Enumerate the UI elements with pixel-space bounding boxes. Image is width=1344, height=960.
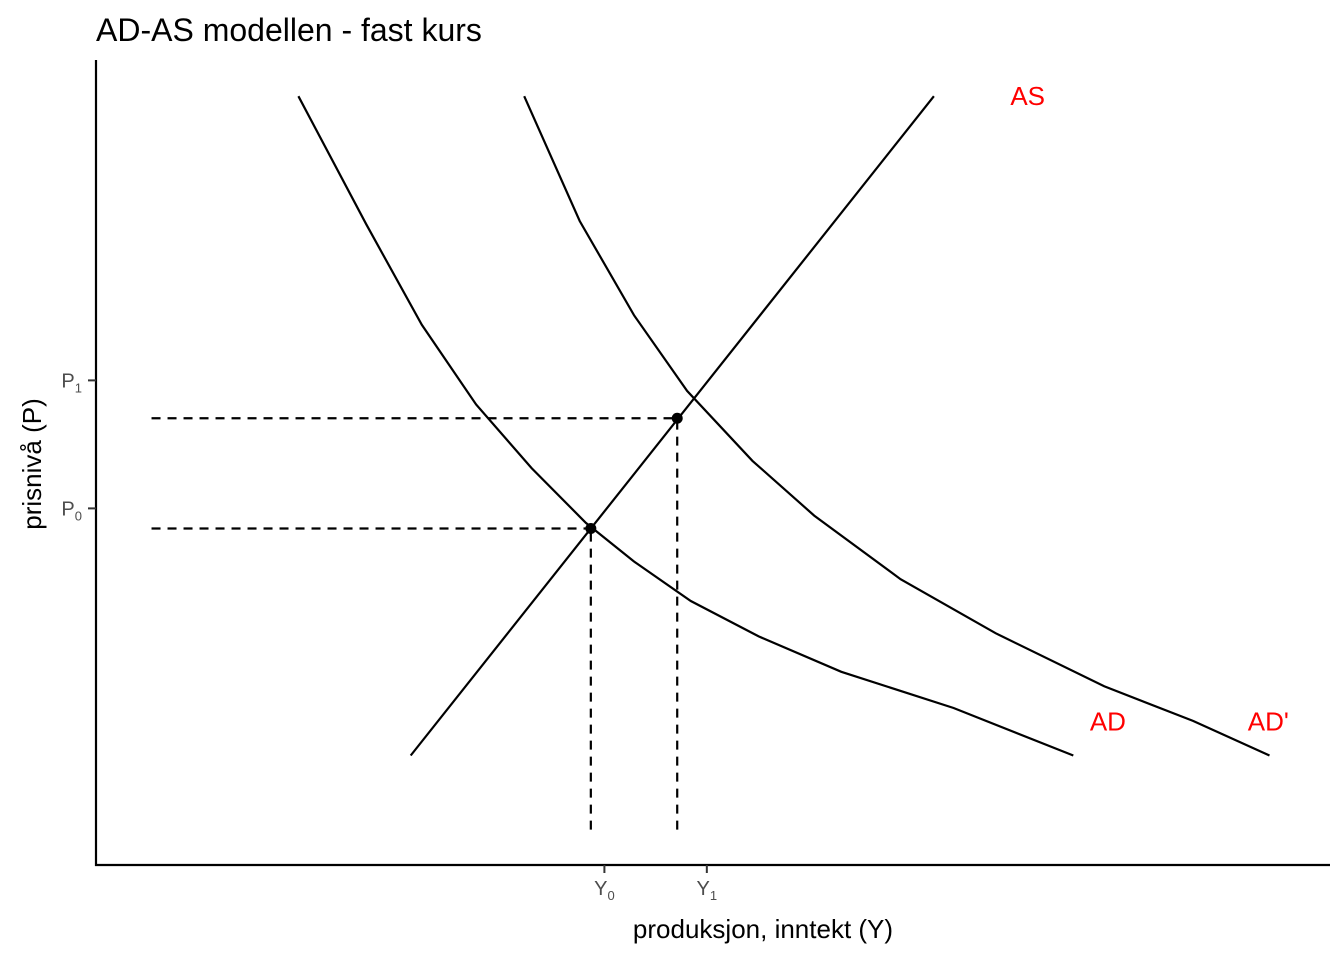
x-tick-label-1: Y1	[697, 878, 718, 903]
curve-label-0: AS	[1010, 81, 1045, 111]
plot-area: AS AD AD'	[151, 81, 1289, 830]
chart-title: AD-AS modellen - fast kurs	[96, 12, 482, 48]
series-ad-curve	[297, 95, 1074, 757]
equilibrium-point-0	[585, 523, 597, 535]
y-tick-label-0: P0	[61, 498, 82, 523]
y-axis-title: prisnivå (P)	[17, 398, 47, 529]
series-as-curve	[409, 95, 935, 757]
y-tick-label-1: P1	[61, 370, 82, 395]
x-axis-title: produksjon, inntekt (Y)	[633, 914, 893, 944]
axis-ticks: Y0 Y1 P0 P1	[61, 370, 717, 903]
x-tick-label-0: Y0	[594, 878, 615, 903]
curve-label-2: AD'	[1248, 707, 1289, 737]
series-ad-prime-curve	[523, 95, 1270, 757]
curve-label-1: AD	[1090, 707, 1126, 737]
equilibrium-point-1	[671, 412, 683, 424]
